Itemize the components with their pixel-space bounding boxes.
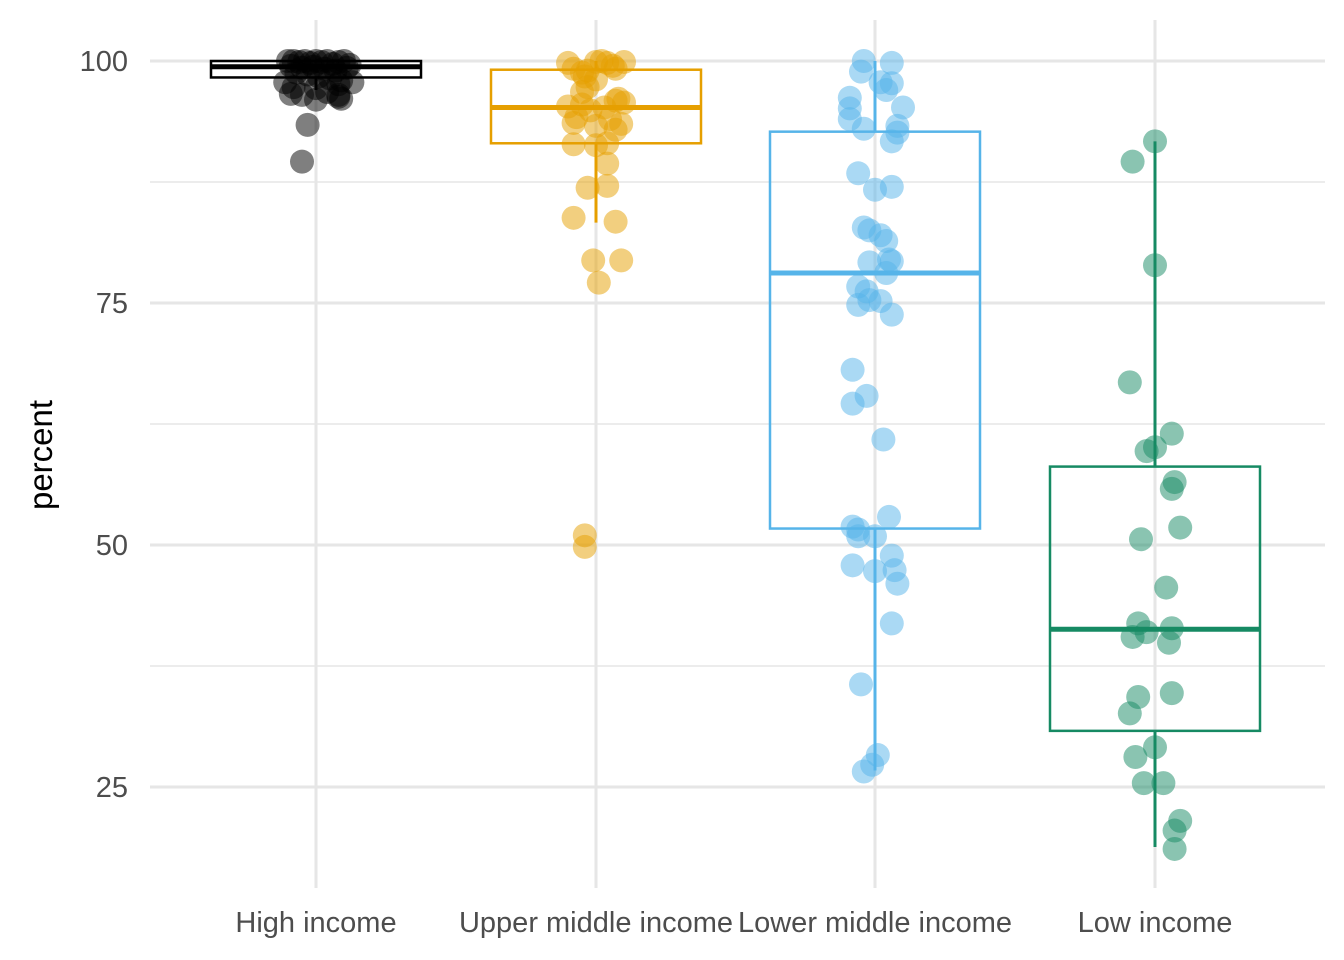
data-point	[885, 571, 910, 596]
data-point	[1117, 370, 1142, 395]
data-point	[584, 113, 608, 138]
data-point	[595, 131, 620, 156]
data-point	[1120, 149, 1145, 174]
data-point	[1123, 744, 1148, 769]
data-point	[879, 129, 904, 154]
data-point	[1143, 735, 1167, 760]
data-point	[849, 672, 873, 697]
data-point	[1168, 515, 1193, 540]
data-point	[290, 149, 314, 174]
data-point	[609, 248, 634, 273]
data-point	[1162, 836, 1187, 861]
box-iqr	[1048, 465, 1262, 733]
data-point	[586, 270, 611, 295]
data-point	[874, 260, 899, 285]
data-point	[879, 611, 904, 636]
data-point	[575, 175, 600, 200]
data-point	[1134, 439, 1159, 464]
data-point	[295, 112, 320, 137]
data-point	[572, 534, 597, 559]
data-point	[603, 56, 628, 81]
data-point	[609, 111, 634, 136]
data-point	[846, 524, 871, 549]
data-point	[1159, 476, 1184, 501]
data-point	[1143, 253, 1167, 278]
data-point	[1120, 624, 1145, 649]
x-axis-ticks: High income Upper middle income Lower midd…	[235, 907, 1232, 939]
data-point	[851, 759, 876, 784]
data-point	[1131, 771, 1156, 796]
data-point	[1157, 630, 1181, 655]
data-point	[851, 116, 876, 141]
data-point	[581, 248, 606, 273]
x-tick-label-2: Lower middle income	[738, 907, 1012, 939]
data-point	[879, 50, 904, 75]
data-point	[612, 90, 636, 115]
points-0	[273, 49, 365, 174]
y-tick-label-100: 100	[80, 46, 128, 78]
data-point	[868, 70, 893, 95]
data-point	[1143, 129, 1167, 154]
data-point	[849, 59, 873, 84]
x-tick-label-0: High income	[235, 907, 396, 939]
jitter-points	[273, 49, 1193, 861]
points-1	[556, 49, 636, 559]
data-point	[840, 391, 865, 416]
data-point	[846, 161, 871, 186]
x-tick-label-1: Upper middle income	[459, 907, 733, 939]
y-tick-label-50: 50	[96, 530, 128, 562]
boxplots	[209, 59, 1262, 848]
data-point	[891, 95, 915, 120]
data-point	[846, 292, 871, 317]
data-point	[1159, 681, 1184, 706]
data-point	[326, 82, 351, 107]
data-point	[874, 229, 899, 254]
data-point	[1162, 818, 1187, 843]
data-point	[304, 87, 328, 112]
y-axis-title: percent	[22, 400, 59, 510]
data-point	[863, 559, 887, 584]
data-point	[1159, 421, 1184, 446]
data-point	[840, 357, 865, 382]
data-point	[595, 173, 620, 198]
data-point	[1129, 527, 1153, 552]
data-point	[863, 524, 887, 549]
data-point	[561, 205, 586, 230]
data-point	[840, 553, 865, 578]
data-point	[1151, 771, 1176, 796]
points-3	[1117, 129, 1193, 861]
y-tick-label-75: 75	[96, 288, 128, 320]
data-point	[561, 110, 586, 135]
data-point	[595, 151, 620, 176]
data-point	[1117, 701, 1142, 726]
data-point	[1154, 575, 1179, 600]
data-point	[871, 427, 896, 452]
data-point	[879, 302, 904, 327]
data-point	[877, 504, 901, 529]
data-point	[879, 174, 904, 199]
x-tick-label-3: Low income	[1078, 907, 1233, 939]
y-axis-ticks: 25 50 75 100	[80, 46, 128, 804]
data-point	[603, 209, 628, 234]
data-point	[561, 132, 586, 157]
y-tick-label-25: 25	[96, 772, 128, 804]
points-2	[837, 49, 915, 784]
